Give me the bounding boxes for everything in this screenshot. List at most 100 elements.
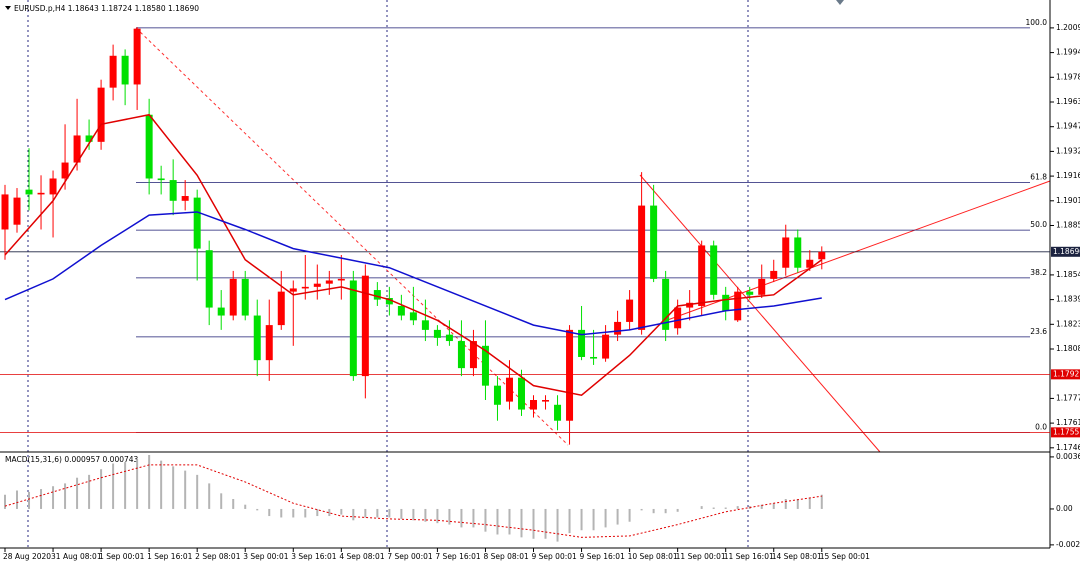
x-tick-label: 10 Sep 08:01 <box>628 552 678 561</box>
candle-body <box>145 114 153 179</box>
candle-body <box>602 334 610 359</box>
candle-body <box>469 341 477 369</box>
candle-body <box>734 291 742 321</box>
menu-arrow[interactable] <box>5 6 11 10</box>
y-tick-label: 1.18080 <box>1056 344 1080 353</box>
candle-body <box>746 291 754 295</box>
candle-body <box>109 55 117 88</box>
candle-body <box>457 341 465 369</box>
price-label-box <box>1051 427 1080 438</box>
candle-body <box>662 278 670 330</box>
moving-average <box>4 211 822 336</box>
candle-body <box>674 307 682 329</box>
chart-title: EURUSD.p,H4 1.18643 1.18724 1.18580 1.18… <box>14 4 199 13</box>
candle-body <box>169 180 177 201</box>
y-tick-label: 0.003665 <box>1056 452 1080 461</box>
candle-body <box>710 245 718 295</box>
price-label-box <box>1051 369 1080 380</box>
candle-body <box>97 87 105 142</box>
y-tick-label: -0.00253 <box>1056 540 1080 549</box>
y-tick-label: 1.18855 <box>1056 221 1080 230</box>
candle-body <box>337 278 345 281</box>
fibo-label: 50.0 <box>1030 220 1047 229</box>
candle-body <box>265 325 273 361</box>
y-tick-label: 1.19475 <box>1056 122 1080 131</box>
fibo-label: 0.0 <box>1035 422 1047 431</box>
candle-body <box>758 278 766 295</box>
candle-body <box>614 321 622 335</box>
candle-body <box>289 288 297 292</box>
macd-signal <box>4 464 822 538</box>
candle-body <box>181 196 189 201</box>
x-tick-label: 14 Sep 08:01 <box>772 552 822 561</box>
x-tick-label: 1 Sep 00:01 <box>99 552 145 561</box>
candle-body <box>542 400 550 402</box>
x-tick-label: 11 Sep 00:01 <box>676 552 726 561</box>
fibo-label: 38.2 <box>1030 268 1047 277</box>
x-tick-label: 3 Sep 16:01 <box>291 552 337 561</box>
candle-body <box>25 189 33 195</box>
candle-body <box>433 329 441 338</box>
trend-line <box>135 27 569 446</box>
candle-body <box>818 251 826 260</box>
candle-body <box>241 278 249 316</box>
candle-body <box>566 329 574 421</box>
fibo-label: 61.8 <box>1030 172 1047 181</box>
candle-body <box>806 259 814 268</box>
candle-body <box>554 404 562 421</box>
y-tick-label: 1.19320 <box>1056 146 1080 155</box>
x-tick-label: 3 Sep 00:01 <box>243 552 289 561</box>
candle-body <box>782 237 790 268</box>
candle-body <box>397 305 405 316</box>
candle-body <box>253 315 261 361</box>
x-tick-label: 4 Sep 08:01 <box>339 552 385 561</box>
candle-body <box>313 283 321 287</box>
candle-body <box>505 377 513 402</box>
candle-body <box>578 329 586 357</box>
shift-marker <box>836 0 844 5</box>
y-tick-label: 1.19010 <box>1056 196 1080 205</box>
candle-body <box>85 135 93 142</box>
candle-body <box>1 194 9 230</box>
candle-body <box>698 245 706 306</box>
price-label: 1.17557 <box>1053 427 1080 436</box>
candle-body <box>157 178 165 181</box>
y-tick-label: 1.17460 <box>1056 443 1080 452</box>
y-tick-label: 1.18545 <box>1056 270 1080 279</box>
x-tick-label: 28 Aug 2020 <box>3 552 51 561</box>
x-tick-label: 7 Sep 16:01 <box>435 552 481 561</box>
y-tick-label: 1.17615 <box>1056 418 1080 427</box>
candle-body <box>325 280 333 284</box>
candle-body <box>650 205 658 279</box>
x-tick-label: 9 Sep 00:01 <box>532 552 578 561</box>
x-tick-label: 31 Aug 08:01 <box>51 552 102 561</box>
moving-average <box>4 113 823 397</box>
candle-body <box>121 55 129 85</box>
candle-body <box>770 270 778 279</box>
candle-body <box>794 237 802 268</box>
x-tick-label: 9 Sep 16:01 <box>580 552 626 561</box>
x-tick-label: 15 Sep 00:01 <box>820 552 870 561</box>
candle-body <box>626 299 634 322</box>
candle-body <box>73 135 81 163</box>
x-tick-label: 1 Sep 16:01 <box>147 552 193 561</box>
candle-body <box>421 320 429 330</box>
candle-body <box>133 28 141 85</box>
y-tick-label: 1.20095 <box>1056 23 1080 32</box>
candle-body <box>361 275 369 377</box>
macd-title: MACD(15,31,6) 0.000957 0.000743 <box>5 455 139 464</box>
candle-body <box>301 286 309 289</box>
y-tick-label: 1.19630 <box>1056 97 1080 106</box>
candle-body <box>590 356 598 359</box>
candle-body <box>385 298 393 305</box>
fibo-label: 100.0 <box>1026 18 1048 27</box>
y-tick-label: 1.18390 <box>1056 295 1080 304</box>
candle-body <box>61 162 69 179</box>
x-tick-label: 11 Sep 16:01 <box>724 552 774 561</box>
x-tick-label: 2 Sep 08:01 <box>195 552 241 561</box>
candle-body <box>373 290 381 300</box>
candle-body <box>193 197 201 249</box>
candle-body <box>217 307 225 316</box>
x-tick-label: 7 Sep 00:01 <box>387 552 433 561</box>
candle-body <box>481 345 489 386</box>
